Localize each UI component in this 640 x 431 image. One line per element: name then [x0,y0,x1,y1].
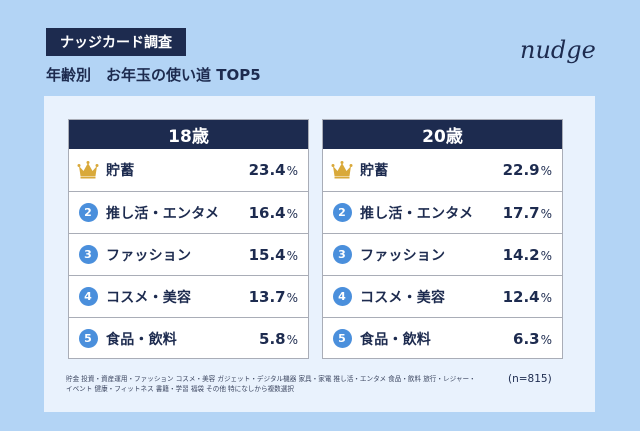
item-value-unit: % [286,248,298,263]
rank-number: 3 [78,245,98,264]
item-label: 食品・飲料 [360,331,431,348]
item-value-unit: % [540,290,552,305]
ranking-row: 貯蓄 23.4% [69,149,308,191]
item-label: コスメ・美容 [360,289,446,306]
item-value: 13.7% [249,288,298,306]
survey-note: 貯金 投資・資産運用・ファッション コスメ・美容 ガジェット・デジタル機器 家具… [66,374,506,394]
page-title: 年齢別 お年玉の使い道 TOP5 [46,66,261,84]
rank-number: 2 [78,203,98,222]
rank-number: 3 [332,245,352,264]
item-value: 6.3% [513,330,552,348]
ranking-row: 5 食品・飲料 5.8% [69,317,308,359]
rank-badge: 2 [77,202,99,224]
item-value-number: 14.2 [502,245,540,264]
survey-note-line1: 貯金 投資・資産運用・ファッション コスメ・美容 ガジェット・デジタル機器 家具… [66,375,476,383]
ranking-row: 5 食品・飲料 6.3% [323,317,562,359]
rank-number: 4 [332,287,352,306]
ranking-row: 貯蓄 22.9% [323,149,562,191]
item-label: コスメ・美容 [106,289,192,306]
item-label: 推し活・エンタメ [106,205,220,222]
item-value-number: 13.7 [248,287,286,306]
item-value: 16.4% [249,204,298,222]
item-label: 食品・飲料 [106,331,177,348]
item-value-number: 23.4 [248,161,286,179]
rank-number: 5 [332,329,352,348]
table-header-18: 18歳 [69,120,308,149]
item-value-number: 12.4 [502,287,540,306]
item-label: 貯蓄 [106,163,135,179]
item-value-number: 15.4 [248,245,286,264]
sample-size: (n=815) [508,373,552,385]
item-value-unit: % [540,164,552,178]
rank-number: 5 [78,329,98,348]
ranking-table-18: 18歳 貯蓄 23.4% 2 推し活・エンタメ 16.4% 3 ファッション 15.4% 4 コス… [68,119,309,359]
rank-badge: 2 [331,202,353,224]
item-label: 貯蓄 [360,163,389,179]
table-header-20: 20歳 [323,120,562,149]
nudge-logo: nudge [520,36,596,64]
ranking-row: 2 推し活・エンタメ 17.7% [323,191,562,233]
item-value: 17.7% [503,204,552,222]
survey-note-line2: イベント 健康・フィットネス 書籍・学習 福袋 その他 特になしから複数選択 [66,385,294,393]
item-value-number: 17.7 [502,203,540,222]
ranking-rows-20: 貯蓄 22.9% 2 推し活・エンタメ 17.7% 3 ファッション 14.2% 4 コスメ・美容… [323,149,562,359]
item-value-number: 5.8 [259,329,286,348]
rank-badge: 5 [331,328,353,350]
rank-badge: 4 [77,286,99,308]
item-label: ファッション [106,247,192,264]
ranking-rows-18: 貯蓄 23.4% 2 推し活・エンタメ 16.4% 3 ファッション 15.4% 4 コスメ・美容… [69,149,308,359]
rank-badge: 5 [77,328,99,350]
item-value: 14.2% [503,246,552,264]
ranking-row: 3 ファッション 15.4% [69,233,308,275]
rank-badge: 3 [331,244,353,266]
item-value-unit: % [540,206,552,221]
item-value: 23.4% [249,161,298,179]
ranking-row: 3 ファッション 14.2% [323,233,562,275]
item-value: 22.9% [503,161,552,179]
item-value-number: 6.3 [513,329,540,348]
rank-number: 4 [78,287,98,306]
item-value-number: 22.9 [502,161,540,179]
item-value: 5.8% [259,330,298,348]
rank-badge: 4 [331,286,353,308]
item-value-unit: % [540,332,552,347]
item-label: ファッション [360,247,446,264]
rank-number: 2 [332,203,352,222]
ranking-row: 4 コスメ・美容 12.4% [323,275,562,317]
svg-text:nudge: nudge [520,36,596,64]
item-value-unit: % [286,206,298,221]
item-value-unit: % [286,332,298,347]
crown-icon [77,159,99,181]
survey-badge: ナッジカード調査 [46,28,186,56]
ranking-row: 2 推し活・エンタメ 16.4% [69,191,308,233]
ranking-table-20: 20歳 貯蓄 22.9% 2 推し活・エンタメ 17.7% 3 ファッション 14.2% 4 コス… [322,119,563,359]
item-value: 12.4% [503,288,552,306]
item-value-unit: % [286,164,298,178]
crown-icon [331,159,353,181]
item-value: 15.4% [249,246,298,264]
item-value-unit: % [540,248,552,263]
item-value-number: 16.4 [248,203,286,222]
ranking-row: 4 コスメ・美容 13.7% [69,275,308,317]
item-label: 推し活・エンタメ [360,205,474,222]
rank-badge: 3 [77,244,99,266]
item-value-unit: % [286,290,298,305]
